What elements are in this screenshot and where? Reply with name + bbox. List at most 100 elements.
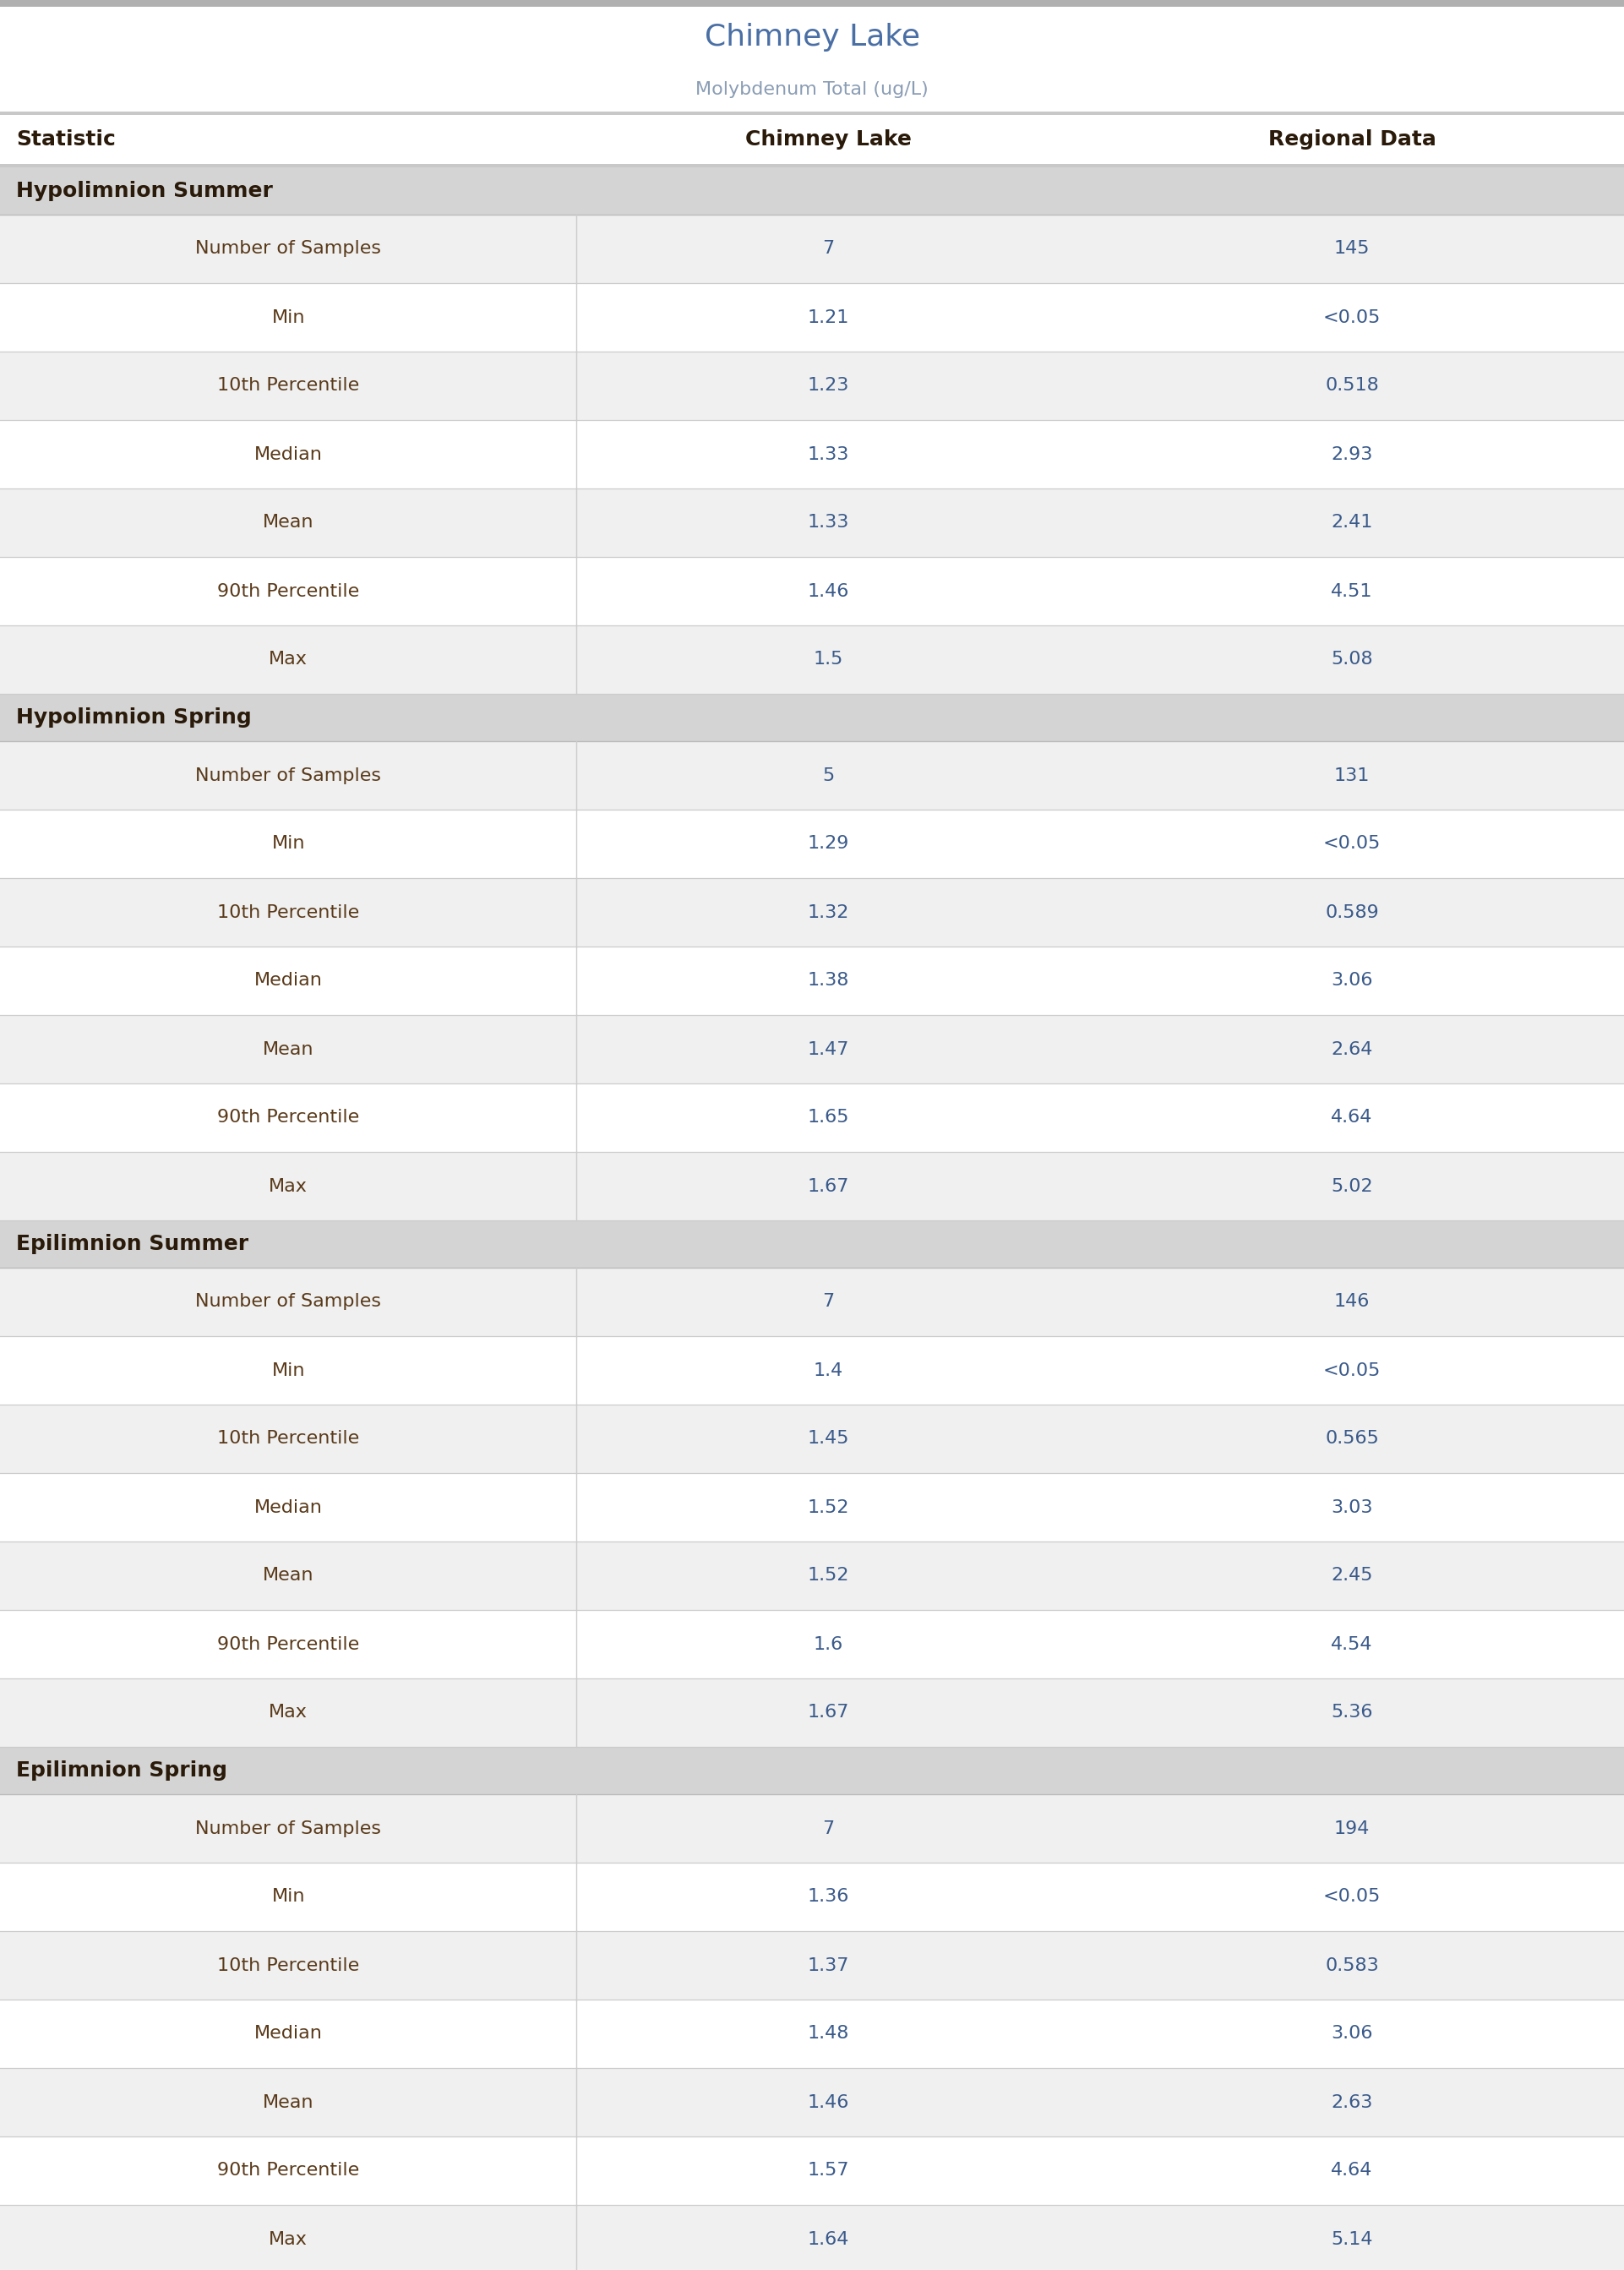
Text: 131: 131 <box>1333 767 1371 783</box>
Text: 1.36: 1.36 <box>807 1889 849 1905</box>
Text: Molybdenum Total (ug/L): Molybdenum Total (ug/L) <box>695 82 929 98</box>
Bar <box>0 810 1624 878</box>
Text: 145: 145 <box>1333 241 1371 257</box>
Text: 90th Percentile: 90th Percentile <box>218 1110 359 1126</box>
Text: 1.4: 1.4 <box>814 1362 843 1378</box>
Text: 1.57: 1.57 <box>807 2163 849 2179</box>
Bar <box>0 695 1624 742</box>
Text: 194: 194 <box>1333 1821 1371 1836</box>
Text: Hypolimnion Summer: Hypolimnion Summer <box>16 182 273 202</box>
Bar <box>0 1221 1624 1267</box>
Text: Number of Samples: Number of Samples <box>195 767 382 783</box>
Text: Min: Min <box>271 835 305 851</box>
Bar <box>0 947 1624 1015</box>
Text: Min: Min <box>271 1362 305 1378</box>
Text: 4.64: 4.64 <box>1332 2163 1372 2179</box>
Text: 4.54: 4.54 <box>1332 1637 1372 1653</box>
Text: Max: Max <box>270 1178 307 1194</box>
Text: 2.41: 2.41 <box>1332 515 1372 531</box>
Text: 1.52: 1.52 <box>807 1566 849 1584</box>
Text: Max: Max <box>270 651 307 667</box>
Bar <box>0 488 1624 556</box>
Text: Number of Samples: Number of Samples <box>195 241 382 257</box>
Text: Mean: Mean <box>263 1040 313 1058</box>
Text: <0.05: <0.05 <box>1324 309 1380 327</box>
Bar <box>0 1541 1624 1609</box>
Bar <box>0 352 1624 420</box>
Text: 1.52: 1.52 <box>807 1498 849 1516</box>
Bar <box>0 0 1624 7</box>
Text: 1.46: 1.46 <box>807 583 849 599</box>
Text: Chimney Lake: Chimney Lake <box>745 129 911 150</box>
Bar <box>0 1678 1624 1748</box>
Text: Mean: Mean <box>263 515 313 531</box>
Text: 90th Percentile: 90th Percentile <box>218 2163 359 2179</box>
Text: 1.64: 1.64 <box>807 2231 849 2247</box>
Bar <box>0 1083 1624 1151</box>
Bar <box>0 1151 1624 1221</box>
Text: 1.46: 1.46 <box>807 2093 849 2111</box>
Text: Median: Median <box>253 2025 323 2043</box>
Text: <0.05: <0.05 <box>1324 1889 1380 1905</box>
Text: Max: Max <box>270 1705 307 1721</box>
Text: 1.65: 1.65 <box>807 1110 849 1126</box>
Text: 3.06: 3.06 <box>1332 972 1372 990</box>
Text: 1.45: 1.45 <box>807 1430 849 1448</box>
Text: 1.67: 1.67 <box>807 1705 849 1721</box>
Text: 4.51: 4.51 <box>1332 583 1372 599</box>
Text: Regional Data: Regional Data <box>1268 129 1436 150</box>
Text: 0.565: 0.565 <box>1325 1430 1379 1448</box>
Bar <box>0 1405 1624 1473</box>
Text: Hypolimnion Spring: Hypolimnion Spring <box>16 708 252 729</box>
Bar <box>0 1015 1624 1083</box>
Bar <box>0 1267 1624 1337</box>
Text: 1.47: 1.47 <box>807 1040 849 1058</box>
Text: 1.23: 1.23 <box>807 377 849 395</box>
Text: Number of Samples: Number of Samples <box>195 1294 382 1310</box>
Text: Median: Median <box>253 1498 323 1516</box>
Text: 1.67: 1.67 <box>807 1178 849 1194</box>
Bar <box>0 1337 1624 1405</box>
Text: 3.03: 3.03 <box>1332 1498 1372 1516</box>
Bar <box>0 168 1624 216</box>
Text: 1.29: 1.29 <box>807 835 849 851</box>
Text: 146: 146 <box>1333 1294 1371 1310</box>
Text: Mean: Mean <box>263 1566 313 1584</box>
Text: 90th Percentile: 90th Percentile <box>218 1637 359 1653</box>
Text: 5.36: 5.36 <box>1332 1705 1372 1721</box>
Text: Epilimnion Summer: Epilimnion Summer <box>16 1235 248 1253</box>
Bar <box>0 420 1624 488</box>
Text: 2.63: 2.63 <box>1332 2093 1372 2111</box>
Bar <box>0 163 1624 168</box>
Text: 7: 7 <box>822 1821 835 1836</box>
Bar <box>0 1864 1624 1932</box>
Bar <box>0 2204 1624 2270</box>
Text: Mean: Mean <box>263 2093 313 2111</box>
Bar <box>0 2136 1624 2204</box>
Text: Median: Median <box>253 445 323 463</box>
Text: Max: Max <box>270 2231 307 2247</box>
Bar <box>0 216 1624 284</box>
Bar <box>0 1609 1624 1678</box>
Text: 4.64: 4.64 <box>1332 1110 1372 1126</box>
Text: 10th Percentile: 10th Percentile <box>218 1430 359 1448</box>
Text: 7: 7 <box>822 1294 835 1310</box>
Text: 1.32: 1.32 <box>807 903 849 922</box>
Text: Median: Median <box>253 972 323 990</box>
Text: Epilimnion Spring: Epilimnion Spring <box>16 1762 227 1780</box>
Bar <box>0 2068 1624 2136</box>
Text: <0.05: <0.05 <box>1324 835 1380 851</box>
Text: 1.33: 1.33 <box>807 515 849 531</box>
Bar <box>0 742 1624 810</box>
Text: 10th Percentile: 10th Percentile <box>218 377 359 395</box>
Text: 1.21: 1.21 <box>807 309 849 327</box>
Text: Min: Min <box>271 1889 305 1905</box>
Text: 1.33: 1.33 <box>807 445 849 463</box>
Text: 5: 5 <box>822 767 835 783</box>
Text: 5.02: 5.02 <box>1332 1178 1372 1194</box>
Text: 10th Percentile: 10th Percentile <box>218 903 359 922</box>
Text: 1.6: 1.6 <box>814 1637 843 1653</box>
Text: 10th Percentile: 10th Percentile <box>218 1957 359 1975</box>
Bar <box>0 1473 1624 1541</box>
Bar <box>0 116 1624 163</box>
